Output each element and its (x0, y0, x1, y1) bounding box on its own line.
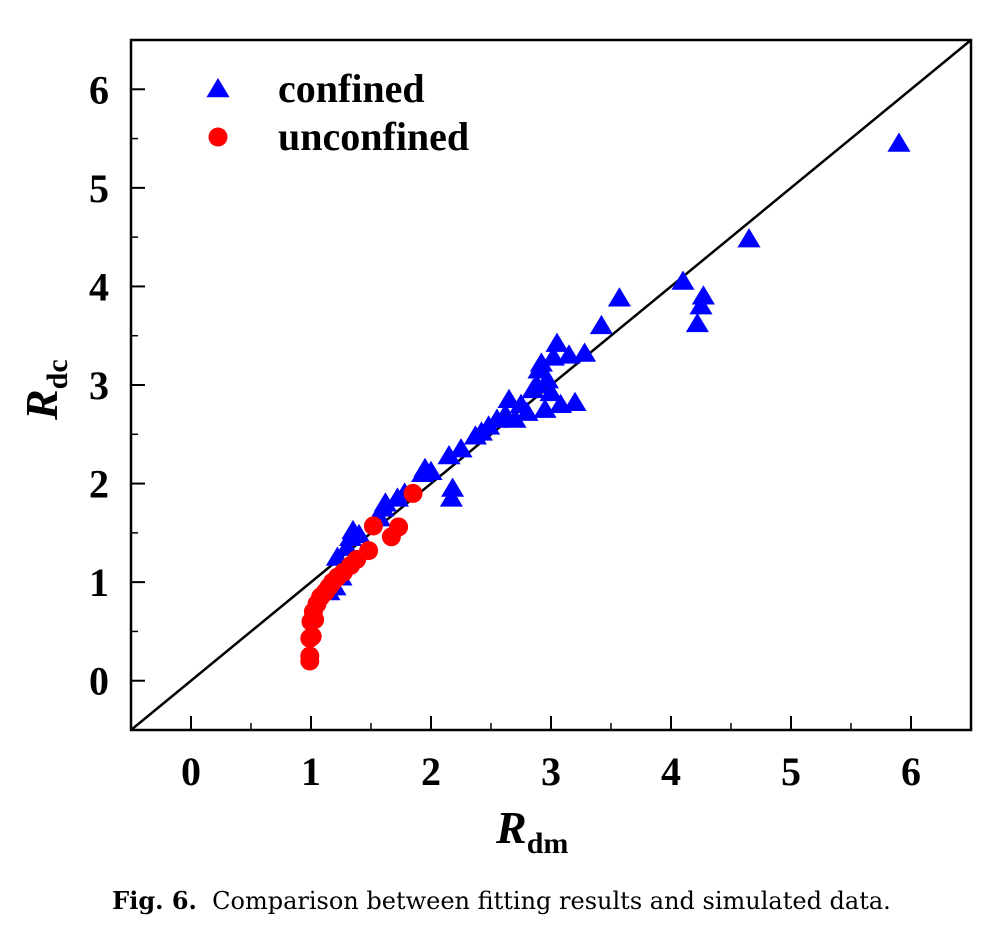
data-point-unconfined (363, 516, 383, 536)
legend-label-unconfined: unconfined (278, 114, 469, 159)
data-point-confined (573, 342, 597, 362)
data-point-unconfined (389, 517, 409, 537)
data-point-confined (441, 477, 465, 497)
x-axis-label-sub: dm (527, 827, 569, 860)
data-point-confined (347, 523, 371, 544)
data-point-unconfined (302, 626, 322, 646)
y-tick-label: 3 (89, 363, 109, 408)
data-point-confined (535, 369, 559, 389)
legend: confined unconfined (206, 66, 469, 159)
data-point-confined (525, 374, 549, 394)
data-point-confined (589, 314, 613, 335)
x-axis-label: Rdm (495, 802, 568, 860)
data-point-confined (685, 312, 709, 333)
y-tick-label: 2 (89, 462, 109, 507)
x-tick-label: 5 (781, 749, 801, 794)
y-axis-label-sub: dc (41, 359, 74, 389)
data-point-unconfined (403, 483, 423, 503)
data-point-confined (689, 295, 713, 315)
data-point-confined (691, 285, 715, 305)
data-point-confined (887, 132, 911, 152)
y-tick-label: 1 (89, 560, 109, 605)
x-tick-label: 4 (661, 749, 681, 794)
x-tick-label: 1 (301, 749, 321, 794)
legend-marker-unconfined (208, 127, 228, 147)
scatter-chart: 0 1 2 3 4 5 6 0 1 2 3 4 5 6 confined unconfined Rdm R… (16, 38, 973, 860)
data-point-confined (607, 287, 631, 307)
data-point-confined (437, 444, 461, 465)
legend-marker-confined (206, 78, 230, 98)
data-point-confined (533, 398, 557, 418)
x-axis-label-main: R (495, 802, 527, 853)
ticks-layer: 0 1 2 3 4 5 6 0 1 2 3 4 5 6 (89, 39, 972, 794)
y-tick-label: 5 (89, 166, 109, 211)
data-point-confined (373, 492, 397, 512)
data-point-confined (563, 391, 587, 411)
y-tick-label: 6 (89, 67, 109, 112)
legend-label-confined: confined (278, 66, 425, 111)
figure-caption-text: Comparison between fitting results and s… (212, 887, 891, 915)
data-point-confined (529, 352, 553, 372)
figure-caption: Fig. 6. Comparison between fitting resul… (0, 886, 1003, 915)
data-point-confined (503, 408, 527, 428)
data-point-unconfined (359, 541, 379, 561)
data-point-confined (545, 332, 569, 352)
data-point-confined (449, 438, 473, 458)
x-tick-label: 0 (181, 749, 201, 794)
data-point-confined (539, 381, 563, 402)
data-point-confined (497, 388, 521, 409)
data-points-layer (300, 132, 911, 671)
x-tick-label: 2 (421, 749, 441, 794)
data-point-confined (439, 487, 463, 507)
data-point-confined (737, 228, 761, 248)
data-point-unconfined (300, 646, 320, 666)
y-axis-label-main: R (16, 389, 67, 421)
data-point-confined (671, 270, 695, 290)
data-point-confined (515, 401, 539, 421)
plot-frame (129, 38, 973, 732)
data-point-confined (419, 460, 443, 480)
y-tick-label: 0 (89, 659, 109, 704)
y-tick-label: 4 (89, 264, 109, 309)
y-axis-label: Rdc (16, 359, 74, 421)
figure-caption-label: Fig. 6. (112, 886, 197, 915)
x-tick-label: 6 (901, 749, 921, 794)
x-tick-label: 3 (541, 749, 561, 794)
